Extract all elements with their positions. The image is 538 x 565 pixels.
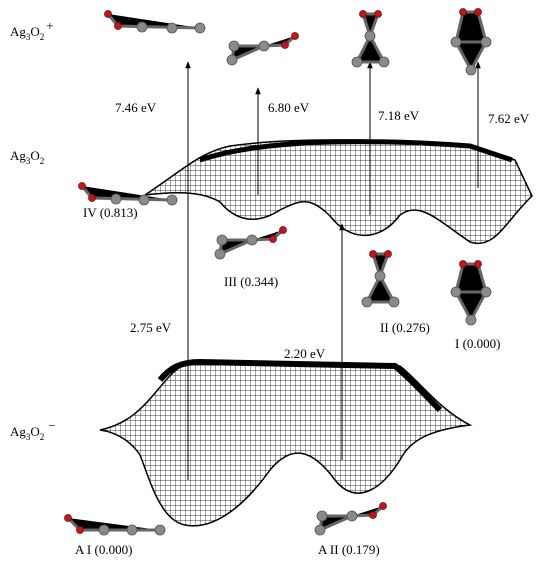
isomer-label: A II (0.179) xyxy=(318,542,380,557)
transition-energy: 7.46 eV xyxy=(115,100,157,115)
count: 2 xyxy=(40,32,45,42)
element: Ag xyxy=(10,424,26,439)
element: Ag xyxy=(10,148,26,163)
transition-energy: 7.18 eV xyxy=(378,108,420,123)
transition-energy: 2.75 eV xyxy=(130,320,172,335)
molecule xyxy=(215,227,287,260)
neutral-label: Ag3O2 xyxy=(10,148,44,166)
molecule xyxy=(451,9,491,76)
transition-energy: 2.20 eV xyxy=(284,346,326,361)
molecule xyxy=(227,33,299,66)
element: O xyxy=(30,148,39,163)
transition-energy: 7.62 eV xyxy=(488,111,530,126)
transition-energy: 6.80 eV xyxy=(268,100,310,115)
isomer-label: A I (0.000) xyxy=(75,542,132,557)
isomer-label: III (0.344) xyxy=(224,274,278,289)
charge: + xyxy=(46,18,53,33)
neutral-surface xyxy=(145,140,532,243)
isomer-label: II (0.276) xyxy=(380,320,430,335)
element: Ag xyxy=(10,24,26,39)
molecule xyxy=(352,11,389,68)
molecule xyxy=(362,251,399,308)
molecule xyxy=(65,515,166,536)
element: O xyxy=(30,424,39,439)
anion-label: Ag3O2− xyxy=(10,418,56,442)
count: 2 xyxy=(40,432,45,442)
element: O xyxy=(30,24,39,39)
isomer-label: IV (0.813) xyxy=(83,205,138,220)
molecule xyxy=(105,11,206,34)
molecule xyxy=(315,503,387,536)
cation-label: Ag3O2+ xyxy=(10,18,54,42)
charge: − xyxy=(48,418,55,433)
count: 2 xyxy=(40,156,45,166)
figure: Ag3O2+ Ag3O2 Ag3O2− 7.46 eV 6.80 eV 7.18… xyxy=(0,0,538,565)
isomer-label: I (0.000) xyxy=(455,336,501,351)
molecule xyxy=(451,261,491,326)
